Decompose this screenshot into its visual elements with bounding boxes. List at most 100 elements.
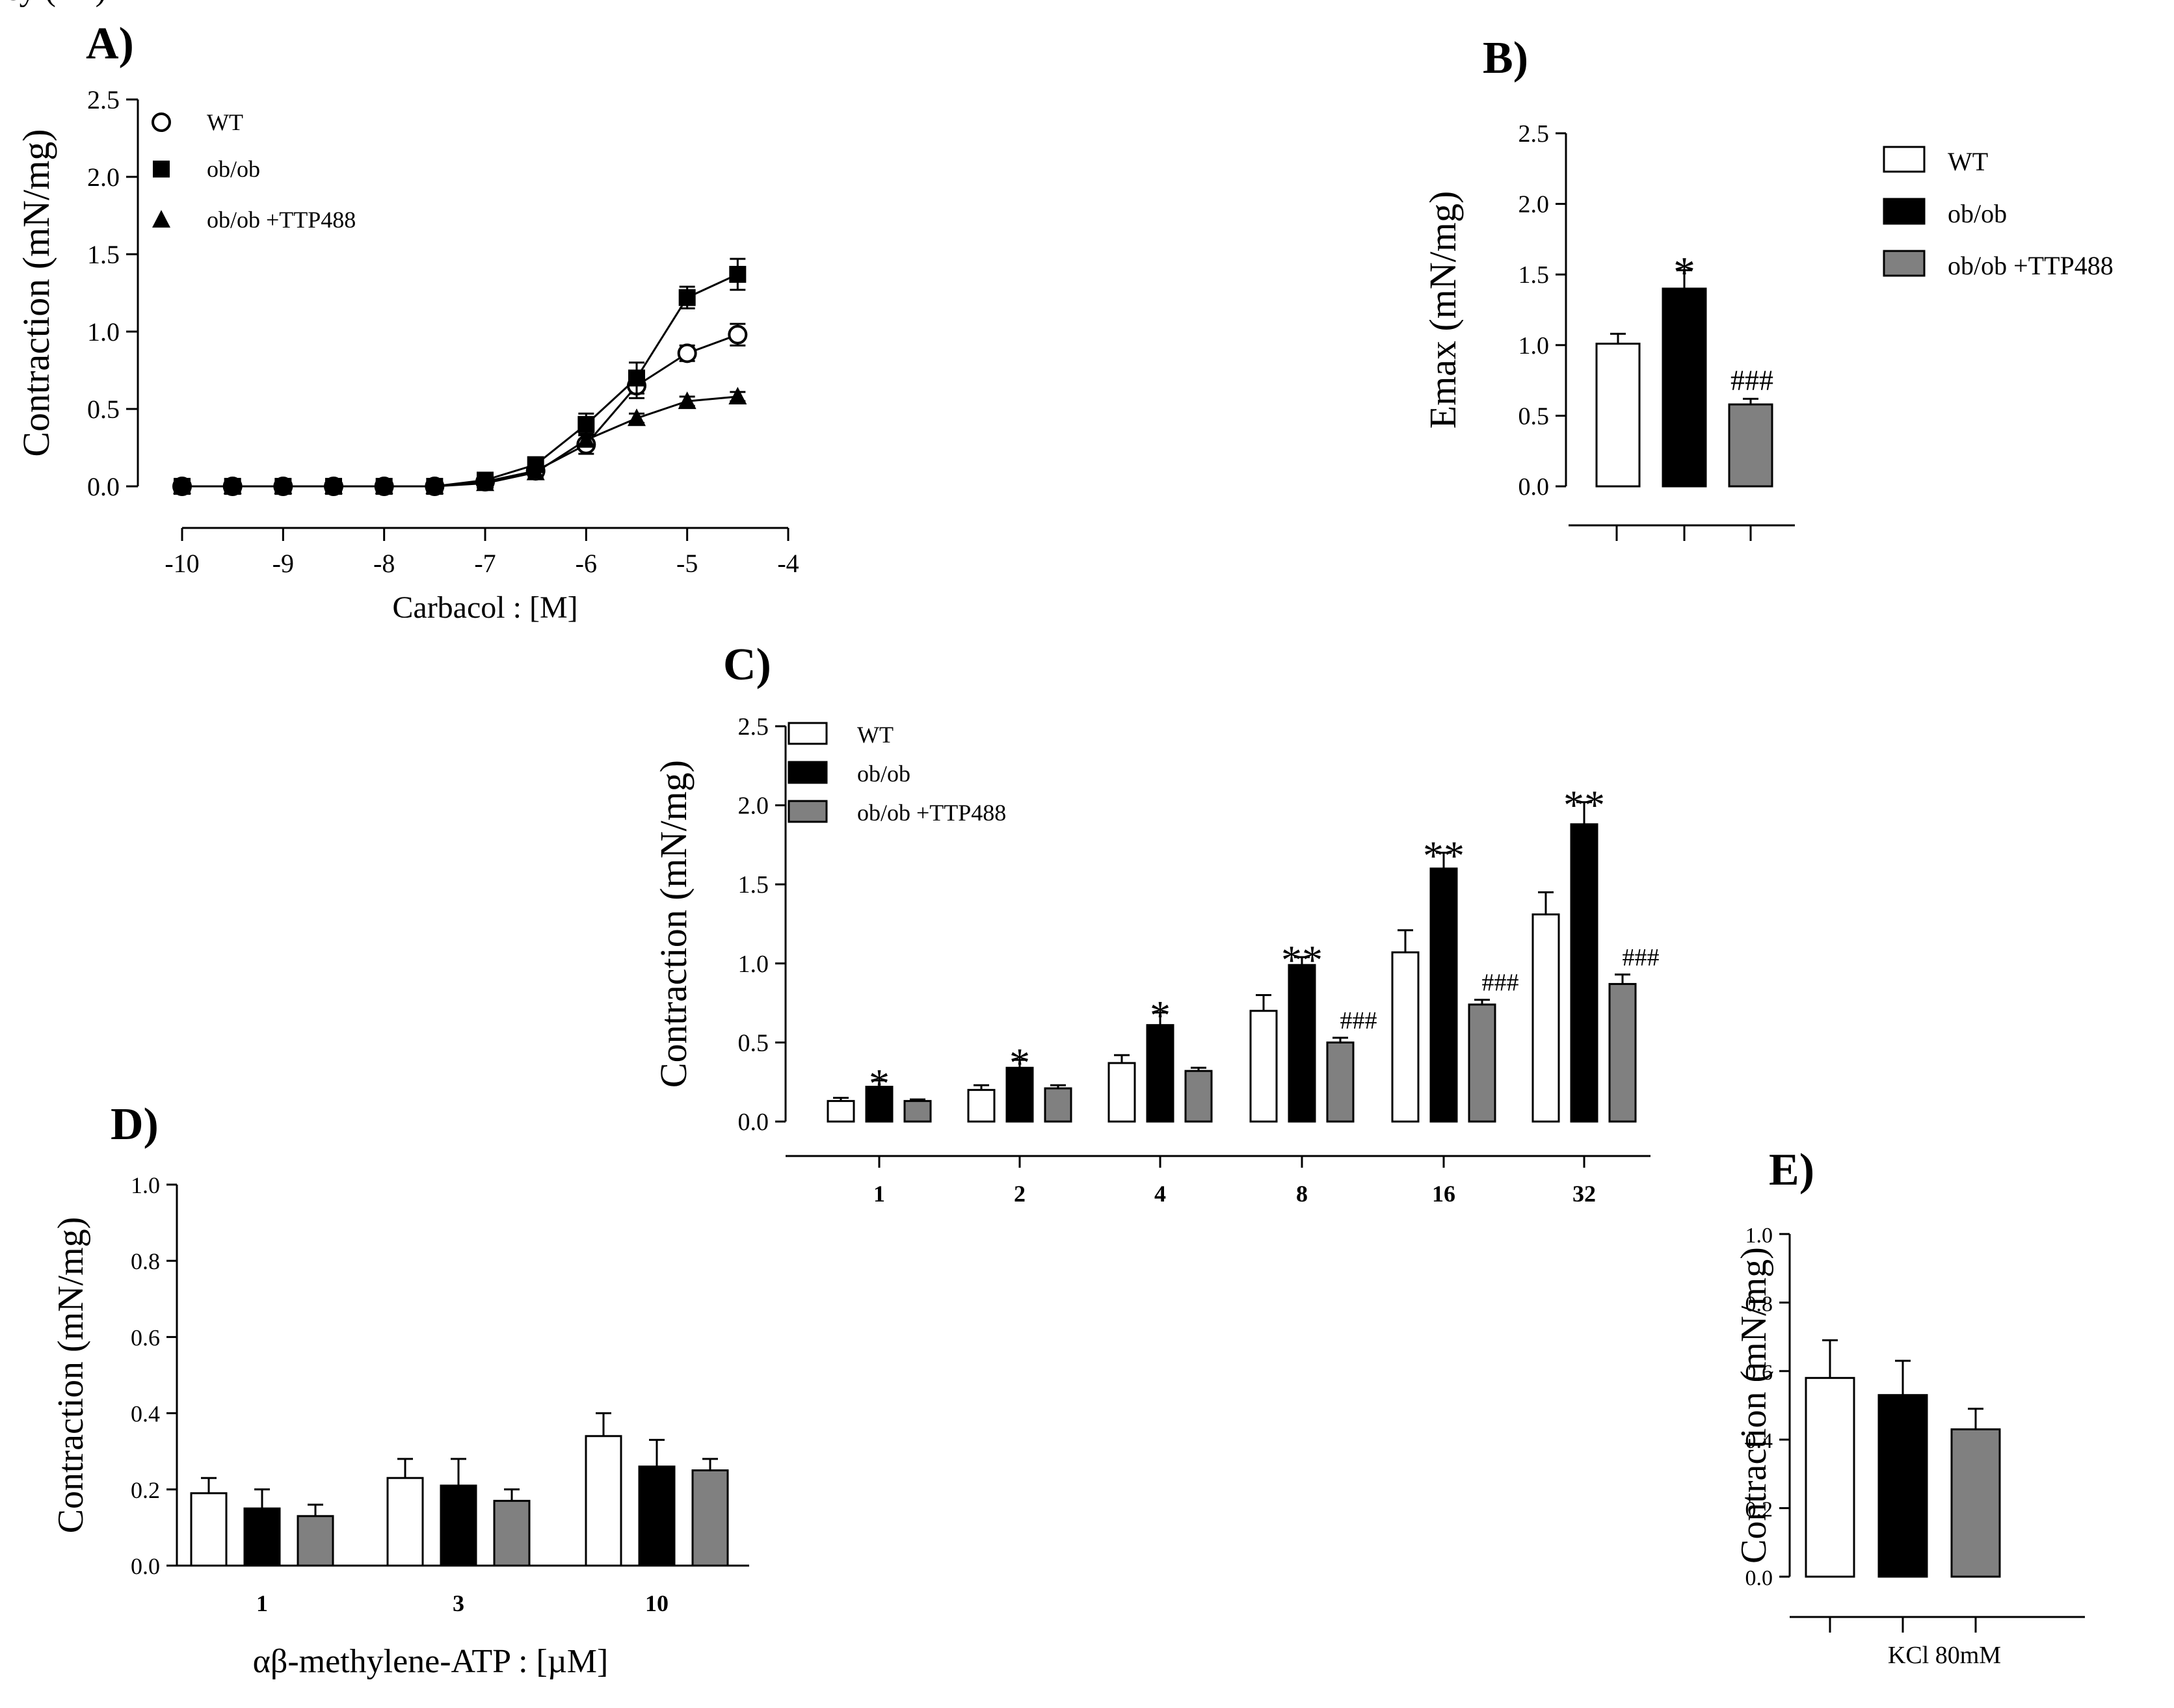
panel-label-b: B) [1483,33,1528,83]
bar-obob-2 [1005,1066,1034,1123]
x-tick-label: -9 [272,549,294,578]
y-tick-label: 0.2 [131,1477,160,1503]
bar-wt [1805,1376,1855,1578]
x-tick-label: -5 [676,549,698,578]
bar-obob-1 [243,1507,281,1567]
y-tick-label: 0.5 [87,395,120,424]
legend-label: ob/ob +TTP488 [857,800,1006,826]
legend-label: ob/ob [207,156,260,182]
x-tick-label: 8 [1296,1181,1308,1207]
y-axis-title: Contraction (mN/mg) [1734,1247,1774,1564]
y-axis-title: Contraction (mN/mg) [51,1217,91,1534]
bar-obob-3 [440,1484,477,1567]
legend-swatch-obob [1883,198,1926,225]
x-tick-label: 32 [1572,1181,1596,1207]
bar-obob-16 [1429,867,1458,1123]
y-tick-label: 1.0 [1745,1224,1773,1248]
x-axis-title: Carbacol : [M] [392,590,577,625]
y-tick-label: 0.0 [738,1109,769,1136]
bar-wt-3 [386,1477,424,1567]
y-tick-label: 0.4 [1745,1429,1773,1453]
bar-obob-ttp488 [1950,1428,2001,1578]
x-tick-label: 3 [453,1590,464,1616]
significance-marker: ** [1563,782,1605,828]
bar-obob-ttp488-32 [1608,982,1637,1123]
panel-a: A) 0.0 0.5 1.0 1.5 2.0 2.5 -10 -9 -8 -7 -6 -5 -4 Carba… [15,19,799,625]
y-axis-title: Contraction (mN/mg) [15,129,57,456]
x-tick-label: 16 [1432,1181,1455,1207]
bar-obob-32 [1570,823,1598,1123]
bar-obob-ttp488-16 [1468,1003,1496,1123]
y-tick-label: 1.0 [738,951,769,978]
bar-wt-2 [967,1088,996,1123]
data-point [628,369,645,387]
bar-obob-1 [865,1085,894,1123]
panel-label-a: A) [86,19,134,69]
legend-label: WT [857,722,894,748]
series-line [182,273,738,488]
x-tick-label: 4 [1154,1181,1166,1207]
legend-swatch-obob-ttp488 [1883,250,1926,277]
y-tick-label: 1.5 [738,871,769,899]
series-line [182,334,738,488]
bar-obob-ttp488 [1728,403,1773,488]
y-tick-label: 0.6 [1745,1361,1773,1385]
bar-obob [1662,287,1707,488]
y-tick-label: 1.0 [131,1172,160,1198]
significance-marker: ** [1281,937,1323,983]
bar-obob-ttp488-10 [691,1469,729,1567]
legend-label: WT [207,109,243,135]
bar-wt-4 [1107,1062,1136,1123]
bar-obob-4 [1146,1024,1174,1123]
y-tick-label: 0.0 [1745,1566,1773,1590]
legend-marker-circle [152,112,171,132]
y-tick-label: 0.2 [1745,1498,1773,1522]
y-tick-label: 0.8 [131,1248,160,1274]
panel-label-d: D) [111,1099,159,1150]
legend-swatch-obob-ttp488 [788,800,828,823]
y-axis-title: Emax (mN/mg) [1422,191,1464,429]
data-point [728,386,747,404]
bar-wt [1595,343,1641,488]
legend-swatch-wt [788,722,828,745]
legend-label: WT [1948,147,1988,176]
significance-marker: ### [1730,364,1773,396]
bar-obob [1877,1394,1928,1578]
y-tick-label: 0.5 [738,1029,769,1057]
y-tick-label: 0.0 [87,472,120,501]
x-tick-label: -8 [373,549,395,578]
x-tick-label: 1 [873,1181,885,1207]
x-axis-title: Frequency (Hz) [0,0,107,8]
series-obob-ttp488 [173,386,747,494]
y-tick-label: 1.5 [1518,261,1550,289]
y-tick-label: 0.4 [131,1401,160,1427]
data-point [274,477,293,494]
panel-b: B) 0.0 0.5 1.0 1.5 2.0 2.5 Emax (mN/mg) * ### WT ob… [1422,33,2114,541]
data-point [577,415,595,433]
bar-wt-32 [1531,913,1560,1123]
data-point [476,473,494,492]
bar-obob-ttp488-4 [1184,1070,1213,1123]
bar-obob-10 [638,1465,676,1567]
y-tick-label: 0.8 [1745,1292,1773,1316]
bar-obob-ttp488-8 [1326,1041,1355,1123]
y-tick-label: 0.0 [131,1553,160,1579]
bar-obob-ttp488-2 [1044,1087,1072,1123]
legend-label: ob/ob [1948,199,2007,228]
data-point [628,408,646,427]
legend-label: ob/ob [857,761,910,787]
data-point [678,289,696,306]
panel-label-c: C) [723,640,771,690]
data-point [677,343,697,363]
panel-d: D) 0.0 0.2 0.4 0.6 0.8 1.0 Contraction (mN/mg) 1… [51,1099,749,1680]
significance-marker: * [1009,1040,1030,1086]
y-tick-label: 2.5 [738,713,769,741]
x-tick-label: 1 [256,1590,268,1616]
data-point [173,477,191,494]
data-point [223,477,242,494]
panel-label-e: E) [1769,1145,1814,1195]
y-tick-label: 1.0 [87,317,120,347]
legend-marker-triangle [152,210,170,228]
y-tick-label: 0.0 [1518,473,1550,501]
